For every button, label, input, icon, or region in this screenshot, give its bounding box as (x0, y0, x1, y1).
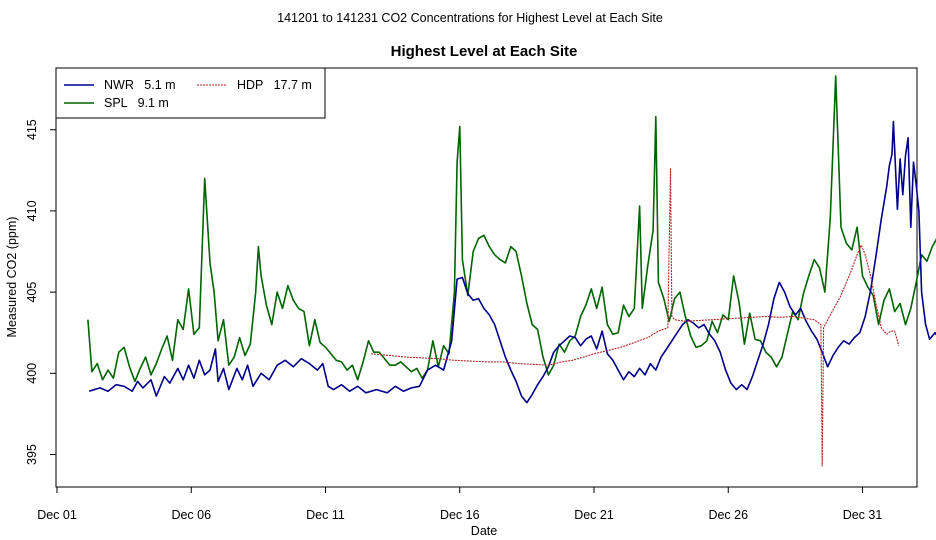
y-axis-label: Measured CO2 (ppm) (5, 217, 19, 338)
x-tick-label: Dec 21 (574, 508, 614, 522)
legend: NWR 5.1 m SPL 9.1 m HDP 17.7 m (55, 67, 326, 119)
legend-entry-hdp-label: HDP 17.7 m (237, 78, 312, 92)
y-tick-label: 410 (25, 200, 39, 221)
series-line-hdp (371, 168, 900, 467)
y-tick-label: 395 (25, 444, 39, 465)
x-axis-label: Date (471, 524, 497, 538)
plot-frame (55, 67, 918, 488)
chart-title: Highest Level at Each Site (391, 43, 578, 60)
y-axis: 395 400 405 410 415 (25, 119, 56, 465)
x-tick-label: Dec 26 (708, 508, 748, 522)
y-tick-label: 415 (25, 119, 39, 140)
y-tick-label: 400 (25, 363, 39, 384)
series-line-nwr (88, 120, 936, 404)
legend-entry-nwr-label: NWR 5.1 m (104, 78, 176, 92)
chart-suptitle: 141201 to 141231 CO2 Concentrations for … (277, 11, 663, 25)
y-tick-label: 405 (25, 282, 39, 303)
x-tick-label: Dec 31 (843, 508, 883, 522)
x-axis: Dec 01 Dec 06 Dec 11 Dec 16 Dec 21 Dec 26 Dec … (37, 487, 882, 522)
series-layer (87, 75, 936, 467)
x-tick-label: Dec 01 (37, 508, 77, 522)
x-tick-label: Dec 16 (440, 508, 480, 522)
series-line-spl (87, 75, 936, 383)
legend-entry-spl-label: SPL 9.1 m (104, 96, 169, 110)
legend-box (55, 67, 326, 119)
x-tick-label: Dec 06 (171, 508, 211, 522)
x-tick-label: Dec 11 (306, 508, 345, 522)
